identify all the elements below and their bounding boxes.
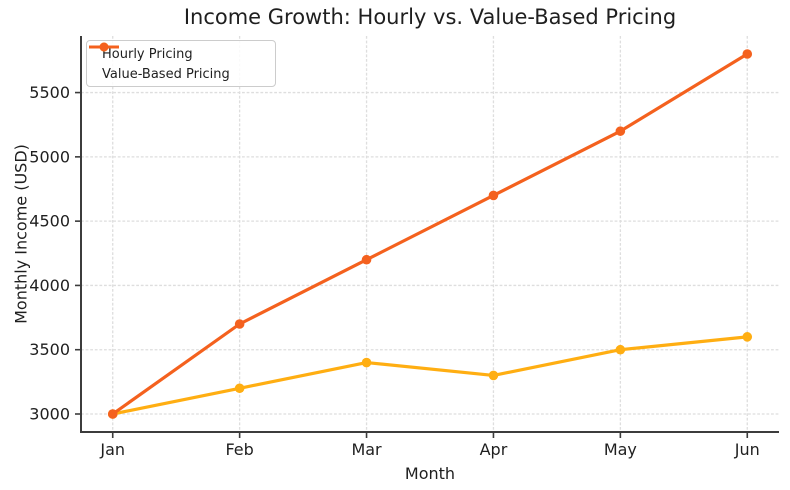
data-point [361, 357, 372, 368]
data-point [361, 254, 372, 265]
legend-entry-value-based: Value-Based Pricing [89, 42, 269, 84]
y-tick-label: 4500 [29, 212, 70, 231]
y-tick-label: 3000 [29, 405, 70, 424]
x-tick-label: May [604, 440, 637, 459]
data-point [742, 332, 753, 342]
x-tick-label: Jun [734, 440, 760, 459]
y-tick-label: 5500 [29, 83, 70, 102]
y-tick-label: 4000 [29, 276, 70, 295]
legend: Hourly Pricing Value-Based Pricing [86, 40, 276, 87]
x-tick-label: Feb [225, 440, 253, 459]
data-point [234, 383, 245, 394]
series-line-1 [111, 52, 749, 416]
data-point [615, 126, 626, 136]
x-axis-label: Month [404, 464, 456, 483]
x-tick-label: Mar [351, 440, 382, 459]
legend-line-marker-icon [89, 42, 119, 52]
legend-label: Value-Based Pricing [102, 66, 230, 82]
x-tick-label: Apr [480, 440, 508, 459]
series-line-0 [111, 335, 749, 416]
y-axis-label: Monthly Income (USD) [11, 144, 31, 324]
chart-title: Income Growth: Hourly vs. Value-Based Pr… [183, 5, 677, 29]
y-tick-label: 3500 [29, 340, 70, 359]
data-point [615, 344, 626, 355]
data-point [742, 49, 753, 59]
data-point [107, 409, 118, 419]
data-point [488, 370, 499, 381]
y-tick-label: 5000 [29, 147, 70, 166]
legend-label: Hourly Pricing [102, 46, 193, 62]
x-tick-label: Jan [99, 440, 125, 459]
data-point [234, 319, 245, 329]
data-point [488, 190, 499, 201]
